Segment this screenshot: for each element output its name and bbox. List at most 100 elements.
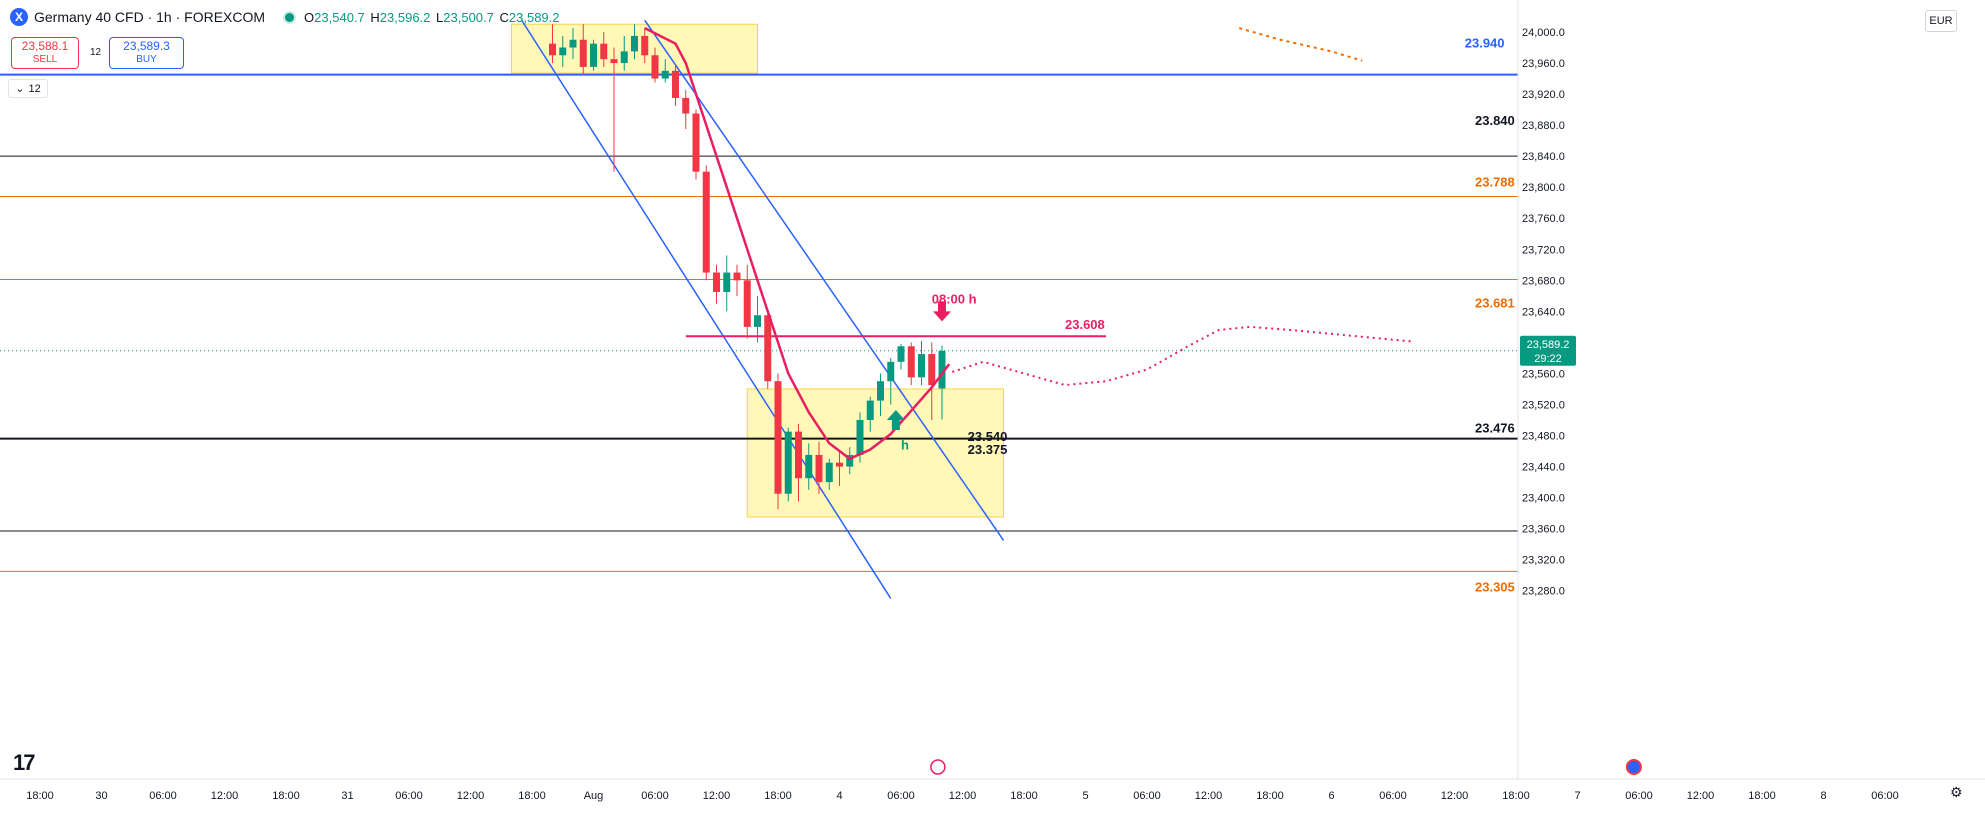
candle-body [692,113,700,172]
candle-body [559,47,567,56]
channel-trendline [644,19,1005,541]
chevron-down-icon: ⌄ [15,83,25,95]
level-label: 23.375 [968,442,1008,457]
price-tick-label: 23,560.0 [1522,368,1565,380]
price-tick-label: 23,920.0 [1522,89,1565,101]
candle-body [743,280,751,327]
time-tick-label: 12:00 [703,790,731,802]
level-label: 23.476 [1475,420,1515,435]
candle-body [764,315,772,382]
candle-body [569,39,577,48]
candle-body [754,315,761,327]
open-value: 23,540.7 [314,9,365,25]
open-key: O [304,9,315,25]
candle-body [795,431,802,479]
candle-body [887,361,895,382]
ohlc-values: O23,540.7 H23,596.2 L23,500.7 C23,589.2 [304,10,561,25]
candle-body [805,454,813,479]
time-tick-label: 06:00 [641,790,669,802]
time-tick-label: 06:00 [149,790,177,802]
price-tick-label: 23,640.0 [1522,306,1565,318]
price-tick-label: 23,520.0 [1522,399,1565,411]
sell-price: 23,588.1 [21,39,69,53]
candle-body [702,171,710,273]
forecast-path [951,325,1414,387]
symbol-logo-icon[interactable]: X [10,8,28,26]
time-tick-label: 06:00 [395,790,423,802]
time-tick-label: 18:00 [1748,790,1776,802]
price-tick-label: 23,840.0 [1522,151,1565,163]
time-tick-label: 5 [1082,790,1088,802]
price-tick-label: 23,360.0 [1522,524,1565,536]
time-tick-label: 12:00 [1687,790,1715,802]
time-tick-label: 18:00 [1010,790,1038,802]
volume-toggle[interactable]: ⌄ 12 [8,79,48,98]
price-tick-label: 23,320.0 [1522,555,1565,567]
symbol-header: X Germany 40 CFD · 1h · FOREXCOM O23,540… [10,6,562,28]
candle-body [774,381,782,494]
candle-body [918,354,925,378]
tradingview-logo-icon[interactable]: 17 [13,750,36,775]
level-label: 23.940 [1465,36,1505,51]
channel-trendline [521,19,892,599]
time-tick-label: 12:00 [457,790,485,802]
gear-icon[interactable]: ⚙ [1950,784,1963,800]
forecast-path-top [1238,27,1363,62]
time-tick-label: 06:00 [1625,790,1653,802]
level-label: 23.608 [1065,317,1105,332]
sell-button[interactable]: 23,588.1 SELL [11,37,79,69]
candle-body [641,35,649,56]
close-value: 23,589.2 [508,9,560,25]
current-price-value: 23,589.2 [1527,339,1570,351]
market-open-icon [283,10,297,24]
candle-body [631,35,638,52]
time-tick-label: Aug [584,790,604,802]
event-flash-icon [930,759,946,775]
candle-body [733,272,741,281]
candle-body [907,346,915,378]
time-tick-label: 12:00 [949,790,977,802]
time-tick-label: 30 [95,790,107,802]
price-axis: 24,000.0 23,960.0 23,920.0 23,880.0 23,840.0… [1517,0,1576,779]
candle-body [928,354,936,386]
candle-body [713,272,720,292]
level-label: h [901,437,909,452]
low-key: L [436,9,444,25]
candle-body [846,454,854,467]
high-key: H [370,9,380,25]
low-value: 23,500.7 [443,9,494,25]
arrow-down-icon [933,301,951,322]
level-label: 23.305 ( S2 monthly - August 25 ) [1475,579,1678,594]
candle-body [579,39,587,67]
price-tick-label: 23,720.0 [1522,244,1565,256]
level-label: 23.540 [968,429,1008,444]
candle-body [620,51,628,64]
time-tick-label: 18:00 [1256,790,1284,802]
symbol-title[interactable]: Germany 40 CFD · 1h · FOREXCOM [34,9,266,25]
time-tick-label: 12:00 [1441,790,1469,802]
buy-button[interactable]: 23,589.3 BUY [109,37,184,69]
moving-average-line [644,27,951,461]
time-tick-label: 7 [1574,790,1580,802]
candle-body [897,346,905,362]
bar-countdown: 29:22 [1534,353,1562,365]
candle-body [825,462,833,483]
candle-body [672,70,679,98]
currency-button[interactable]: EUR [1925,10,1957,32]
level-label: 23.788 ( PP monthly - August 25 ) [1475,174,1679,189]
price-tick-label: 23,760.0 [1522,213,1565,225]
candle-body [549,43,556,56]
time-tick-label: 06:00 [1133,790,1161,802]
candle-body [856,420,864,455]
time-tick-label: 4 [836,790,842,802]
candle-body [661,70,669,79]
time-tick-label: 12:00 [211,790,239,802]
candle-body [590,43,597,67]
time-tick-label: 12:00 [1195,790,1223,802]
price-tick-label: 23,400.0 [1522,493,1565,505]
price-tick-label: 23,960.0 [1522,58,1565,70]
time-tick-label: 18:00 [272,790,300,802]
candle-body [815,454,823,483]
close-key: C [499,9,509,25]
